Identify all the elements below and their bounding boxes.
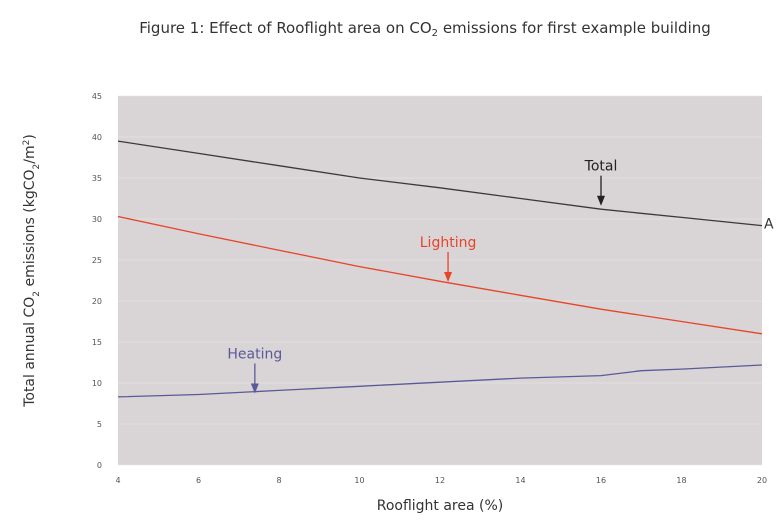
annotation-label: Lighting <box>420 235 477 251</box>
y-axis-title-part: 2 <box>22 140 32 146</box>
y-axis-title-part: /m <box>22 145 38 163</box>
y-tick-labels: 0 5 10 15 20 25 30 35 40 45 <box>92 92 102 470</box>
x-tick-label: 12 <box>435 476 445 485</box>
y-tick-label: 10 <box>92 379 102 388</box>
series-line-heating <box>117 364 763 398</box>
y-axis-title: Total annual CO2 emissions (kgCO2/m2) <box>22 134 42 408</box>
annotation-arrow-head <box>444 271 453 282</box>
y-tick-label: 15 <box>92 338 102 347</box>
x-tick-label: 20 <box>757 476 767 485</box>
annotation-arrow-head <box>597 195 605 206</box>
x-tick-label: 10 <box>354 476 364 485</box>
y-tick-label: 35 <box>92 174 102 183</box>
y-tick-label: 0 <box>97 461 102 470</box>
x-tick-label: 4 <box>115 476 120 485</box>
series-line-total <box>117 140 763 227</box>
annotation-layer: Total Lighting Heating <box>227 159 617 394</box>
y-axis-title-part: emissions (kgCO <box>22 169 38 291</box>
edge-label: A <box>764 217 774 233</box>
y-axis-title-part: 2 <box>32 291 42 297</box>
x-tick-label: 6 <box>196 476 201 485</box>
y-tick-label: 25 <box>92 256 102 265</box>
annotation-arrow-head <box>250 383 259 394</box>
x-axis-title: Rooflight area (%) <box>377 498 504 514</box>
y-tick-label: 45 <box>92 92 102 101</box>
plot-background <box>118 96 762 465</box>
annotation-total: Total <box>584 159 618 206</box>
series-layer <box>117 140 763 398</box>
annotation-label: Total <box>584 159 618 175</box>
y-tick-label: 20 <box>92 297 102 306</box>
y-tick-label: 5 <box>97 420 102 429</box>
annotation-label: Heating <box>227 346 282 362</box>
x-tick-labels: 4 6 8 10 12 14 16 18 20 <box>115 476 767 485</box>
y-axis-title-part: ) <box>22 134 38 139</box>
y-axis-title-part: Total annual CO <box>22 297 38 408</box>
annotation-lighting: Lighting <box>420 235 477 282</box>
x-tick-label: 8 <box>276 476 281 485</box>
gridlines <box>118 95 762 466</box>
x-tick-label: 16 <box>596 476 606 485</box>
x-tick-label: 18 <box>676 476 686 485</box>
y-tick-label: 30 <box>92 215 102 224</box>
chart-title: Figure 1: Effect of Rooflight area on CO… <box>139 19 711 39</box>
x-tick-label: 14 <box>515 476 525 485</box>
y-tick-label: 40 <box>92 133 102 142</box>
annotation-heating: Heating <box>227 346 282 394</box>
y-axis-title-part: 2 <box>32 164 42 170</box>
series-line-lighting <box>117 215 763 335</box>
